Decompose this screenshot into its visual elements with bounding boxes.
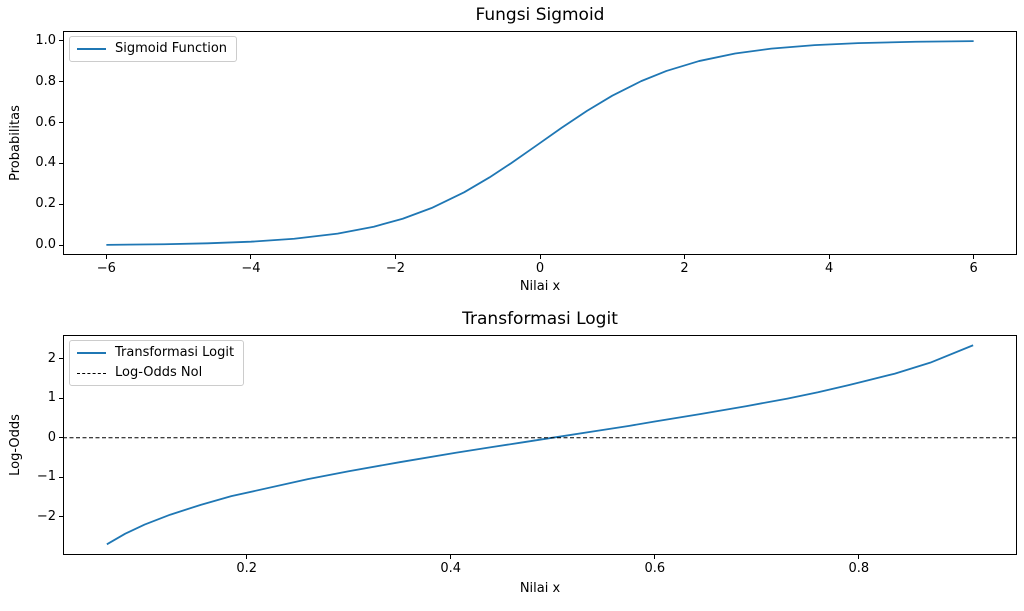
x-tick-mark bbox=[450, 555, 452, 559]
sigmoid-y-axis-label: Probabilitas bbox=[8, 105, 23, 181]
logit-x-axis-label: Nilai x bbox=[519, 581, 561, 596]
x-tick-mark bbox=[828, 255, 830, 259]
x-tick-mark bbox=[394, 255, 396, 259]
line-plot-svg bbox=[63, 335, 1017, 555]
logit-plot-area: 0.2 0.4 0.6 0.8 −2 −1 0 1 2 Transformasi Logit Log… bbox=[37, 335, 1017, 576]
chart-title-logit: Transformasi Logit bbox=[462, 309, 618, 329]
x-tick-mark bbox=[973, 255, 975, 259]
legend-solid-line-sample bbox=[77, 48, 106, 50]
logit-y-axis-label: Log-Odds bbox=[8, 414, 23, 476]
y-tick-label: 2 bbox=[47, 350, 56, 366]
series-line-solid bbox=[106, 344, 974, 546]
y-tick-mark bbox=[59, 122, 63, 124]
legend-entry: Transformasi Logit bbox=[77, 345, 234, 361]
y-tick-mark bbox=[59, 476, 63, 478]
legend-label: Sigmoid Function bbox=[115, 41, 228, 56]
x-tick-mark bbox=[246, 555, 248, 559]
legend-dashed-line-sample bbox=[77, 372, 106, 374]
x-tick-label: 0.4 bbox=[440, 561, 462, 576]
x-tick-mark bbox=[654, 555, 656, 559]
x-tick-mark bbox=[539, 255, 541, 259]
y-tick-mark bbox=[59, 397, 63, 399]
x-tick-label: 0.2 bbox=[236, 561, 257, 576]
y-tick-mark bbox=[59, 81, 63, 83]
x-tick-label: 0.8 bbox=[848, 561, 870, 576]
y-tick-label: 1 bbox=[47, 390, 56, 406]
y-tick-label: −2 bbox=[36, 508, 56, 524]
y-tick-label: 0.6 bbox=[35, 114, 56, 130]
axes-frame bbox=[63, 31, 1017, 255]
legend-label: Log-Odds Nol bbox=[115, 365, 203, 380]
sigmoid-plot-area: −6 −4 −2 0 2 4 6 0.0 0.2 0.4 0.6 0.8 1.0 Sigmoid Func… bbox=[35, 31, 1017, 276]
series-line-solid bbox=[106, 40, 974, 246]
axes-frame bbox=[63, 335, 1017, 555]
chart-title-sigmoid: Fungsi Sigmoid bbox=[475, 5, 605, 25]
y-tick-mark bbox=[59, 358, 63, 360]
x-tick-label: −4 bbox=[241, 261, 261, 276]
sigmoid-x-axis-label: Nilai x bbox=[519, 279, 561, 294]
x-tick-mark bbox=[105, 255, 107, 259]
line-plot-svg bbox=[63, 31, 1017, 255]
x-tick-label: 6 bbox=[969, 261, 978, 276]
legend: Transformasi Logit Log-Odds Nol bbox=[69, 340, 245, 386]
y-tick-mark bbox=[59, 40, 63, 42]
y-tick-label: 0.2 bbox=[35, 196, 56, 212]
x-tick-mark bbox=[684, 255, 686, 259]
y-tick-label: 1.0 bbox=[35, 32, 56, 48]
legend-solid-line-sample bbox=[77, 352, 106, 354]
y-tick-label: 0.0 bbox=[35, 237, 56, 253]
sigmoid-chart: Fungsi Sigmoid −6 −4 −2 0 2 4 6 0.0 0.2 0.4 0.6 0.8… bbox=[0, 0, 1024, 300]
x-tick-label: 0 bbox=[535, 261, 545, 276]
legend-label: Transformasi Logit bbox=[115, 345, 235, 360]
x-tick-label: 4 bbox=[824, 261, 834, 276]
y-tick-label: 0 bbox=[47, 429, 56, 445]
y-tick-mark bbox=[59, 244, 63, 246]
y-tick-label: 0.8 bbox=[35, 73, 56, 89]
x-tick-label: −6 bbox=[96, 261, 116, 276]
legend-entry: Log-Odds Nol bbox=[77, 365, 234, 381]
x-tick-label: 2 bbox=[680, 261, 689, 276]
legend-entry: Sigmoid Function bbox=[77, 41, 227, 57]
x-tick-mark bbox=[858, 555, 860, 559]
y-tick-mark bbox=[59, 203, 63, 205]
y-tick-label: −1 bbox=[36, 469, 56, 485]
legend: Sigmoid Function bbox=[69, 36, 238, 62]
y-tick-mark bbox=[59, 437, 63, 439]
x-tick-label: 0.6 bbox=[644, 561, 666, 576]
y-tick-label: 0.4 bbox=[35, 155, 56, 171]
logit-chart: Transformasi Logit 0.2 0.4 0.6 0.8 −2 −1 0 1 2 Tr… bbox=[0, 300, 1024, 611]
x-tick-label: −2 bbox=[385, 261, 406, 276]
y-tick-mark bbox=[59, 162, 63, 164]
y-tick-mark bbox=[59, 516, 63, 518]
x-tick-mark bbox=[250, 255, 252, 259]
